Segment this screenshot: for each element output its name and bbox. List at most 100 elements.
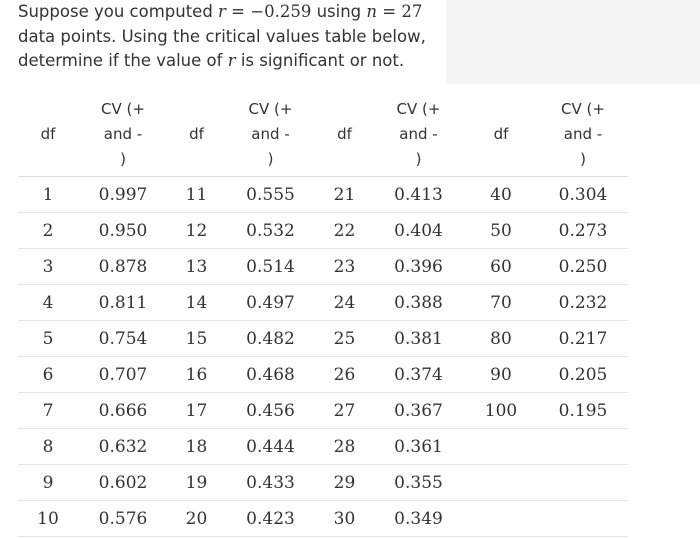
cv-cell: 0.205 [538,357,628,393]
question-text: Suppose you computed r = −0.259 using n … [18,0,446,84]
header-cv: CV (+ and -) [538,92,628,177]
cv-cell: 0.250 [538,249,628,285]
cv-cell: 0.482 [225,321,316,357]
cv-cell: 0.497 [225,285,316,321]
df-cell: 5 [18,321,78,357]
df-cell: 16 [168,357,225,393]
question-line-3: determine if the value of r is significa… [18,49,446,74]
cv-cell: 0.666 [78,393,168,429]
cv-cell: 0.349 [373,501,464,537]
cv-cell: 0.468 [225,357,316,393]
cv-cell: 0.404 [373,213,464,249]
df-cell: 7 [18,393,78,429]
cv-cell: 0.811 [78,285,168,321]
df-cell [464,465,538,501]
df-cell: 12 [168,213,225,249]
question-text-part: is significant or not. [236,51,405,70]
df-cell: 40 [464,177,538,213]
cv-cell: 0.423 [225,501,316,537]
table-header-row: df CV (+ and -) df CV (+ and -) df CV (+ an… [18,92,628,177]
df-cell: 23 [316,249,373,285]
cv-cell: 0.532 [225,213,316,249]
n-variable: n = 27 [366,2,422,21]
df-cell: 50 [464,213,538,249]
table-row: 10 0.576 20 0.423 30 0.349 [18,501,628,537]
cv-cell: 0.602 [78,465,168,501]
cv-cell: 0.304 [538,177,628,213]
header-background [446,0,700,84]
question-line-2: data points. Using the critical values t… [18,25,446,50]
cv-cell: 0.232 [538,285,628,321]
df-cell: 29 [316,465,373,501]
df-cell: 3 [18,249,78,285]
df-cell: 26 [316,357,373,393]
cv-cell: 0.878 [78,249,168,285]
header-cv: CV (+ and -) [78,92,168,177]
cv-cell: 0.707 [78,357,168,393]
df-cell: 24 [316,285,373,321]
df-cell: 30 [316,501,373,537]
cv-cell: 0.367 [373,393,464,429]
df-cell: 20 [168,501,225,537]
cv-cell: 0.413 [373,177,464,213]
cv-cell: 0.396 [373,249,464,285]
header-df: df [168,92,225,177]
df-cell: 1 [18,177,78,213]
df-cell: 100 [464,393,538,429]
table-row: 3 0.878 13 0.514 23 0.396 60 0.250 [18,249,628,285]
df-cell: 15 [168,321,225,357]
df-cell: 2 [18,213,78,249]
cv-cell: 0.444 [225,429,316,465]
table-row: 1 0.997 11 0.555 21 0.413 40 0.304 [18,177,628,213]
df-cell: 11 [168,177,225,213]
cv-cell: 0.361 [373,429,464,465]
table-row: 4 0.811 14 0.497 24 0.388 70 0.232 [18,285,628,321]
cv-cell: 0.388 [373,285,464,321]
cv-cell: 0.195 [538,393,628,429]
cv-cell [538,429,628,465]
r-variable: r [228,51,236,70]
r-variable: r = −0.259 [218,2,311,21]
df-cell: 4 [18,285,78,321]
cv-cell: 0.632 [78,429,168,465]
df-cell: 6 [18,357,78,393]
df-cell: 9 [18,465,78,501]
header-cv: CV (+ and -) [373,92,464,177]
cv-cell: 0.217 [538,321,628,357]
df-cell: 28 [316,429,373,465]
cv-cell: 0.555 [225,177,316,213]
df-cell: 17 [168,393,225,429]
cv-cell: 0.273 [538,213,628,249]
cv-cell: 0.433 [225,465,316,501]
cv-cell [538,501,628,537]
cv-cell: 0.950 [78,213,168,249]
df-cell: 13 [168,249,225,285]
table-row: 6 0.707 16 0.468 26 0.374 90 0.205 [18,357,628,393]
df-cell: 27 [316,393,373,429]
df-cell [464,429,538,465]
cv-cell: 0.514 [225,249,316,285]
table-row: 7 0.666 17 0.456 27 0.367 100 0.195 [18,393,628,429]
question-text-part: using [311,2,366,21]
df-cell: 19 [168,465,225,501]
cv-cell: 0.997 [78,177,168,213]
cv-cell [538,465,628,501]
df-cell: 90 [464,357,538,393]
header-cv: CV (+ and -) [225,92,316,177]
table-row: 8 0.632 18 0.444 28 0.361 [18,429,628,465]
df-cell: 18 [168,429,225,465]
cv-cell: 0.355 [373,465,464,501]
df-cell: 21 [316,177,373,213]
header-df: df [316,92,373,177]
question-line-1: Suppose you computed r = −0.259 using n … [18,0,446,25]
table-row: 2 0.950 12 0.532 22 0.404 50 0.273 [18,213,628,249]
table-row: 9 0.602 19 0.433 29 0.355 [18,465,628,501]
df-cell: 25 [316,321,373,357]
df-cell: 60 [464,249,538,285]
cv-cell: 0.374 [373,357,464,393]
df-cell: 14 [168,285,225,321]
df-cell: 22 [316,213,373,249]
question-text-part: Suppose you computed [18,2,218,21]
cv-cell: 0.754 [78,321,168,357]
df-cell [464,501,538,537]
